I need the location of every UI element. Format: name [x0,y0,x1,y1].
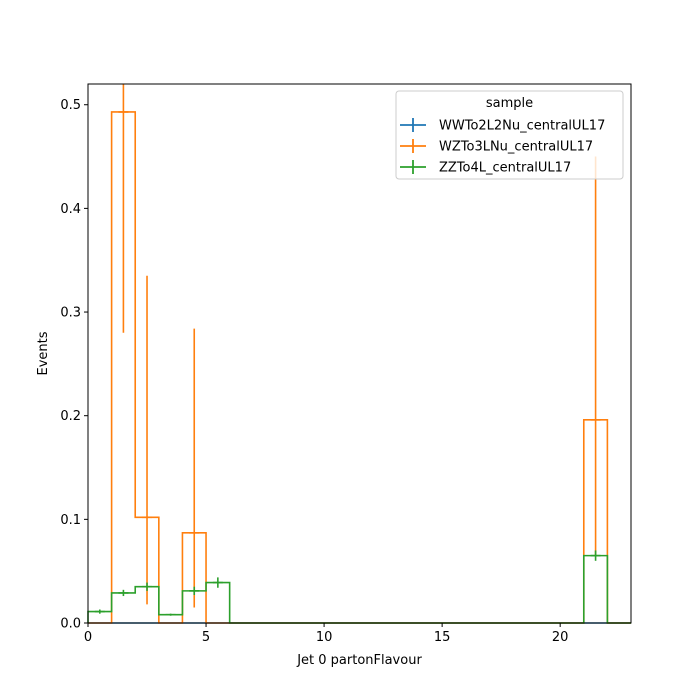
y-axis-label: Events [36,331,51,375]
x-axis-ticks: 0 5 10 15 20 [84,623,569,645]
x-tick-label: 5 [202,630,210,645]
legend-entries: WWTo2L2Nu_centralUL17 WZTo3LNu_centralUL1… [400,118,605,176]
axes-frame [87,83,632,624]
x-axis-label: Jet 0 partonFlavour [296,653,422,668]
x-tick-label: 10 [316,630,333,645]
y-tick-label: 0.5 [60,98,81,113]
legend-label: WZTo3LNu_centralUL17 [439,140,593,155]
legend-box [395,90,624,180]
legend: sample WWTo2L2Nu_centralUL17 WZTo3LNu_cen… [395,90,624,180]
y-tick-label: 0.4 [60,202,81,217]
x-tick-label: 15 [434,630,451,645]
y-tick-label: 0.3 [60,306,81,321]
legend-entry: ZZTo4L_centralUL17 [400,160,571,176]
legend-entry: WZTo3LNu_centralUL17 [400,139,593,155]
y-axis-ticks: 0.0 0.1 0.2 0.3 0.4 0.5 [60,98,88,632]
x-tick-label: 20 [552,630,569,645]
y-tick-label: 0.2 [60,409,81,424]
legend-entry: WWTo2L2Nu_centralUL17 [400,118,605,134]
legend-label: WWTo2L2Nu_centralUL17 [439,119,605,134]
x-tick-label: 0 [84,630,92,645]
legend-label: ZZTo4L_centralUL17 [439,161,571,176]
legend-title: sample [486,96,533,111]
y-tick-label: 0.1 [60,513,81,528]
y-tick-label: 0.0 [60,617,81,632]
